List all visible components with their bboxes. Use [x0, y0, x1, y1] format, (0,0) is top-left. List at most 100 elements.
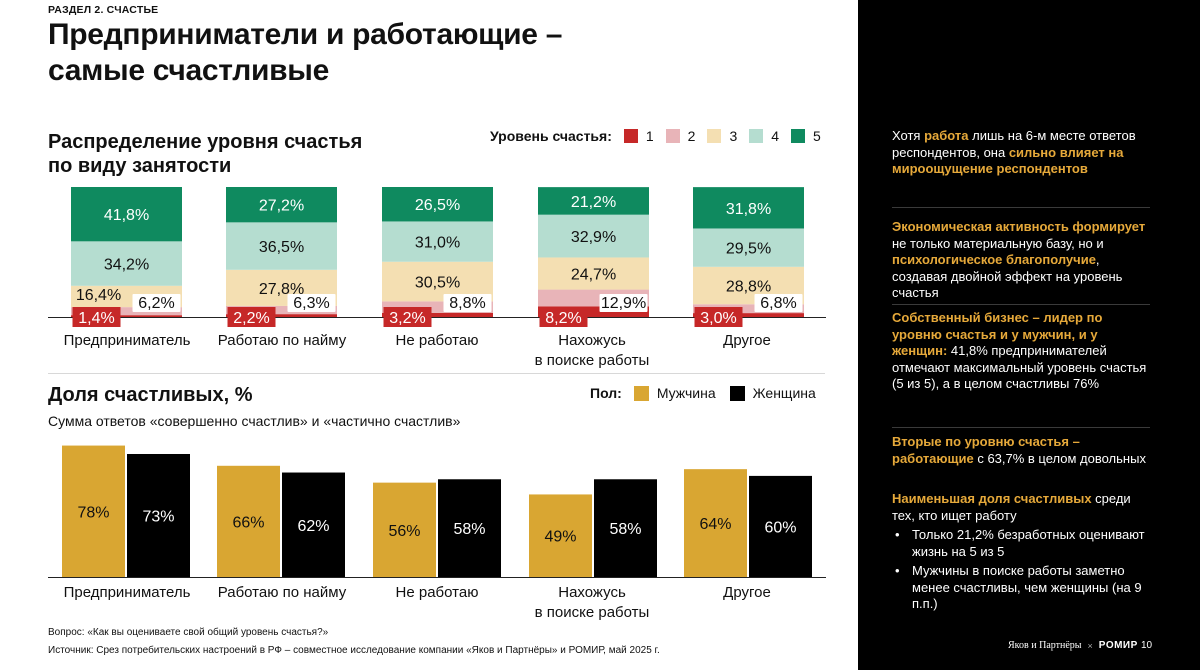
- bar-segment-level1: [71, 315, 182, 317]
- data-label-level2-bg: [132, 294, 181, 312]
- bar-female: [282, 472, 345, 577]
- body-text: Хотя: [892, 128, 925, 143]
- chart2-legend-title: Пол:: [590, 385, 622, 401]
- data-label-level4: 32,9%: [571, 229, 616, 246]
- data-label-level4: 31,0%: [415, 235, 460, 252]
- data-label-level3: 27,8%: [259, 281, 304, 298]
- data-label-level4: 36,5%: [259, 239, 304, 256]
- section-divider: [48, 373, 825, 374]
- category-text: Другое: [723, 332, 771, 349]
- data-label-level1-bg: [383, 307, 432, 327]
- bar-male: [373, 482, 436, 577]
- bar-female: [749, 475, 812, 577]
- chart2-title: Доля счастливых, %: [48, 384, 253, 406]
- category-text: Нахожусь: [558, 332, 626, 349]
- bar-segment-level1: [538, 306, 649, 317]
- legend-label-female: Женщина: [752, 385, 816, 401]
- insight-divider: [892, 427, 1150, 428]
- data-label-female: 58%: [453, 521, 485, 538]
- page-title-line1: Предприниматели и работающие –: [48, 18, 563, 51]
- body-text: лишь на 6-м месте ответов респондентов, …: [892, 128, 1136, 160]
- body-text: 41,8% предпринимателей отмечают максимал…: [892, 343, 1147, 391]
- data-label-male: 49%: [544, 529, 576, 546]
- bar-segment-level1: [382, 312, 493, 317]
- data-label-level2-bg: [599, 294, 648, 312]
- category-text: в поиске работы: [534, 604, 650, 621]
- bar-segment-level2: [382, 301, 493, 313]
- category-text: Работаю по найму: [217, 332, 347, 349]
- legend-item-female: Женщина: [729, 385, 816, 401]
- bar-male: [217, 465, 280, 577]
- legend-item-male: Мужчина: [633, 385, 716, 401]
- data-label-female: 73%: [142, 508, 174, 525]
- chart2-legend: Пол: Мужчина Женщина: [590, 385, 816, 401]
- category-text: Предприниматель: [63, 584, 191, 601]
- data-label-level3: 16,4%: [76, 287, 121, 304]
- data-label-level5: 27,2%: [259, 198, 304, 215]
- category-text: Другое: [723, 584, 771, 601]
- brand-romir-logo: РОМИР: [1098, 640, 1138, 651]
- data-label-level1: 2,2%: [233, 310, 269, 327]
- legend-swatch-female: [729, 385, 745, 401]
- data-label-male: 56%: [388, 523, 420, 540]
- bar-segment-level3: [538, 257, 649, 290]
- data-label-level1: 3,0%: [700, 310, 736, 327]
- highlight-text: сильно влияет на мироощущение респондент…: [892, 144, 1124, 177]
- footnote-question: Вопрос: «Как вы оцениваете свой общий ур…: [48, 627, 329, 638]
- chart1-title: Распределение уровня счастья по виду зан…: [48, 130, 448, 178]
- insight-block-4: Вторые по уровню счастья – работающие с …: [892, 434, 1150, 467]
- data-label-level2-bg: [754, 294, 803, 312]
- data-label-level3: 24,7%: [571, 267, 616, 284]
- chart2-category-label: Не работаю: [357, 583, 517, 603]
- body-text: не только материальную базу, но и: [892, 235, 1104, 251]
- highlight-text: Собственный бизнес – лидер по уровню сча…: [892, 310, 1103, 358]
- chart1-title-line2: по виду занятости: [48, 155, 232, 177]
- insight-divider: [892, 207, 1150, 208]
- legend-label-level3: 3: [729, 128, 738, 144]
- highlight-text: работа: [924, 128, 969, 143]
- bar-segment-level4: [382, 221, 493, 262]
- bar-segment-level5: [538, 187, 649, 215]
- chart1-legend-title: Уровень счастья:: [490, 128, 612, 144]
- data-label-level2-bg: [287, 294, 336, 312]
- chart1-category-label: Работаю по найму: [202, 331, 362, 351]
- insight-block-2: Экономическая активность формирует не то…: [892, 219, 1150, 302]
- data-label-level4: 29,5%: [726, 241, 771, 258]
- insights-panel: Хотя работа лишь на 6-м месте ответов ре…: [858, 0, 1200, 670]
- data-label-male: 78%: [77, 504, 109, 521]
- data-label-level2: 6,3%: [293, 295, 329, 312]
- data-label-level5: 21,2%: [571, 194, 616, 211]
- legend-swatch-level3: [707, 129, 722, 143]
- chart1-category-label: Предприниматель: [47, 331, 207, 351]
- insight-bullet: Только 21,2% безработных оценивают жизнь…: [892, 527, 1150, 560]
- highlight-text: Наименьшая доля счастливых: [892, 491, 1092, 506]
- insight-block-5-text: Наименьшая доля счастливых среди тех, кт…: [892, 491, 1150, 524]
- legend-swatch-level2: [665, 129, 680, 143]
- insight-block-5: Наименьшая доля счастливых среди тех, кт…: [892, 491, 1150, 613]
- grouped-bar-chart: 78% 73% 66% 62% 56% 58% 49% 58% 64% 60%: [48, 445, 826, 578]
- highlight-text: психологическое благополучие: [892, 252, 1096, 267]
- bar-segment-level4: [71, 241, 182, 286]
- data-label-female: 60%: [764, 519, 796, 536]
- bar-segment-level2: [226, 305, 337, 315]
- bar-segment-level4: [693, 228, 804, 267]
- bar-segment-level2: [693, 304, 804, 314]
- data-label-female: 62%: [297, 518, 329, 535]
- legend-swatch-male: [633, 385, 649, 401]
- section-tag: РАЗДЕЛ 2. СЧАСТЬЕ: [48, 4, 159, 16]
- bar-male: [684, 469, 747, 577]
- body-text: среди тех, кто ищет работу: [892, 491, 1131, 523]
- data-label-level2: 6,8%: [760, 295, 796, 312]
- data-label-level1: 1,4%: [78, 310, 114, 327]
- legend-item-level2: 2: [665, 128, 695, 144]
- category-text: Не работаю: [395, 332, 479, 349]
- insight-block-1: Хотя работа лишь на 6-м месте ответов ре…: [892, 128, 1150, 178]
- data-label-level5: 31,8%: [726, 201, 771, 218]
- bar-segment-level5: [226, 187, 337, 223]
- bar-female: [127, 453, 190, 577]
- data-label-level5: 41,8%: [104, 207, 149, 224]
- brand-separator: ×: [1087, 640, 1093, 651]
- stacked-bar-chart: 41,8%34,2%16,4% 6,2%1,4%27,2%36,5%27,8%6,…: [48, 187, 826, 327]
- page-title: Предприниматели и работающие – самые сча…: [48, 17, 668, 89]
- data-label-male: 64%: [699, 516, 731, 533]
